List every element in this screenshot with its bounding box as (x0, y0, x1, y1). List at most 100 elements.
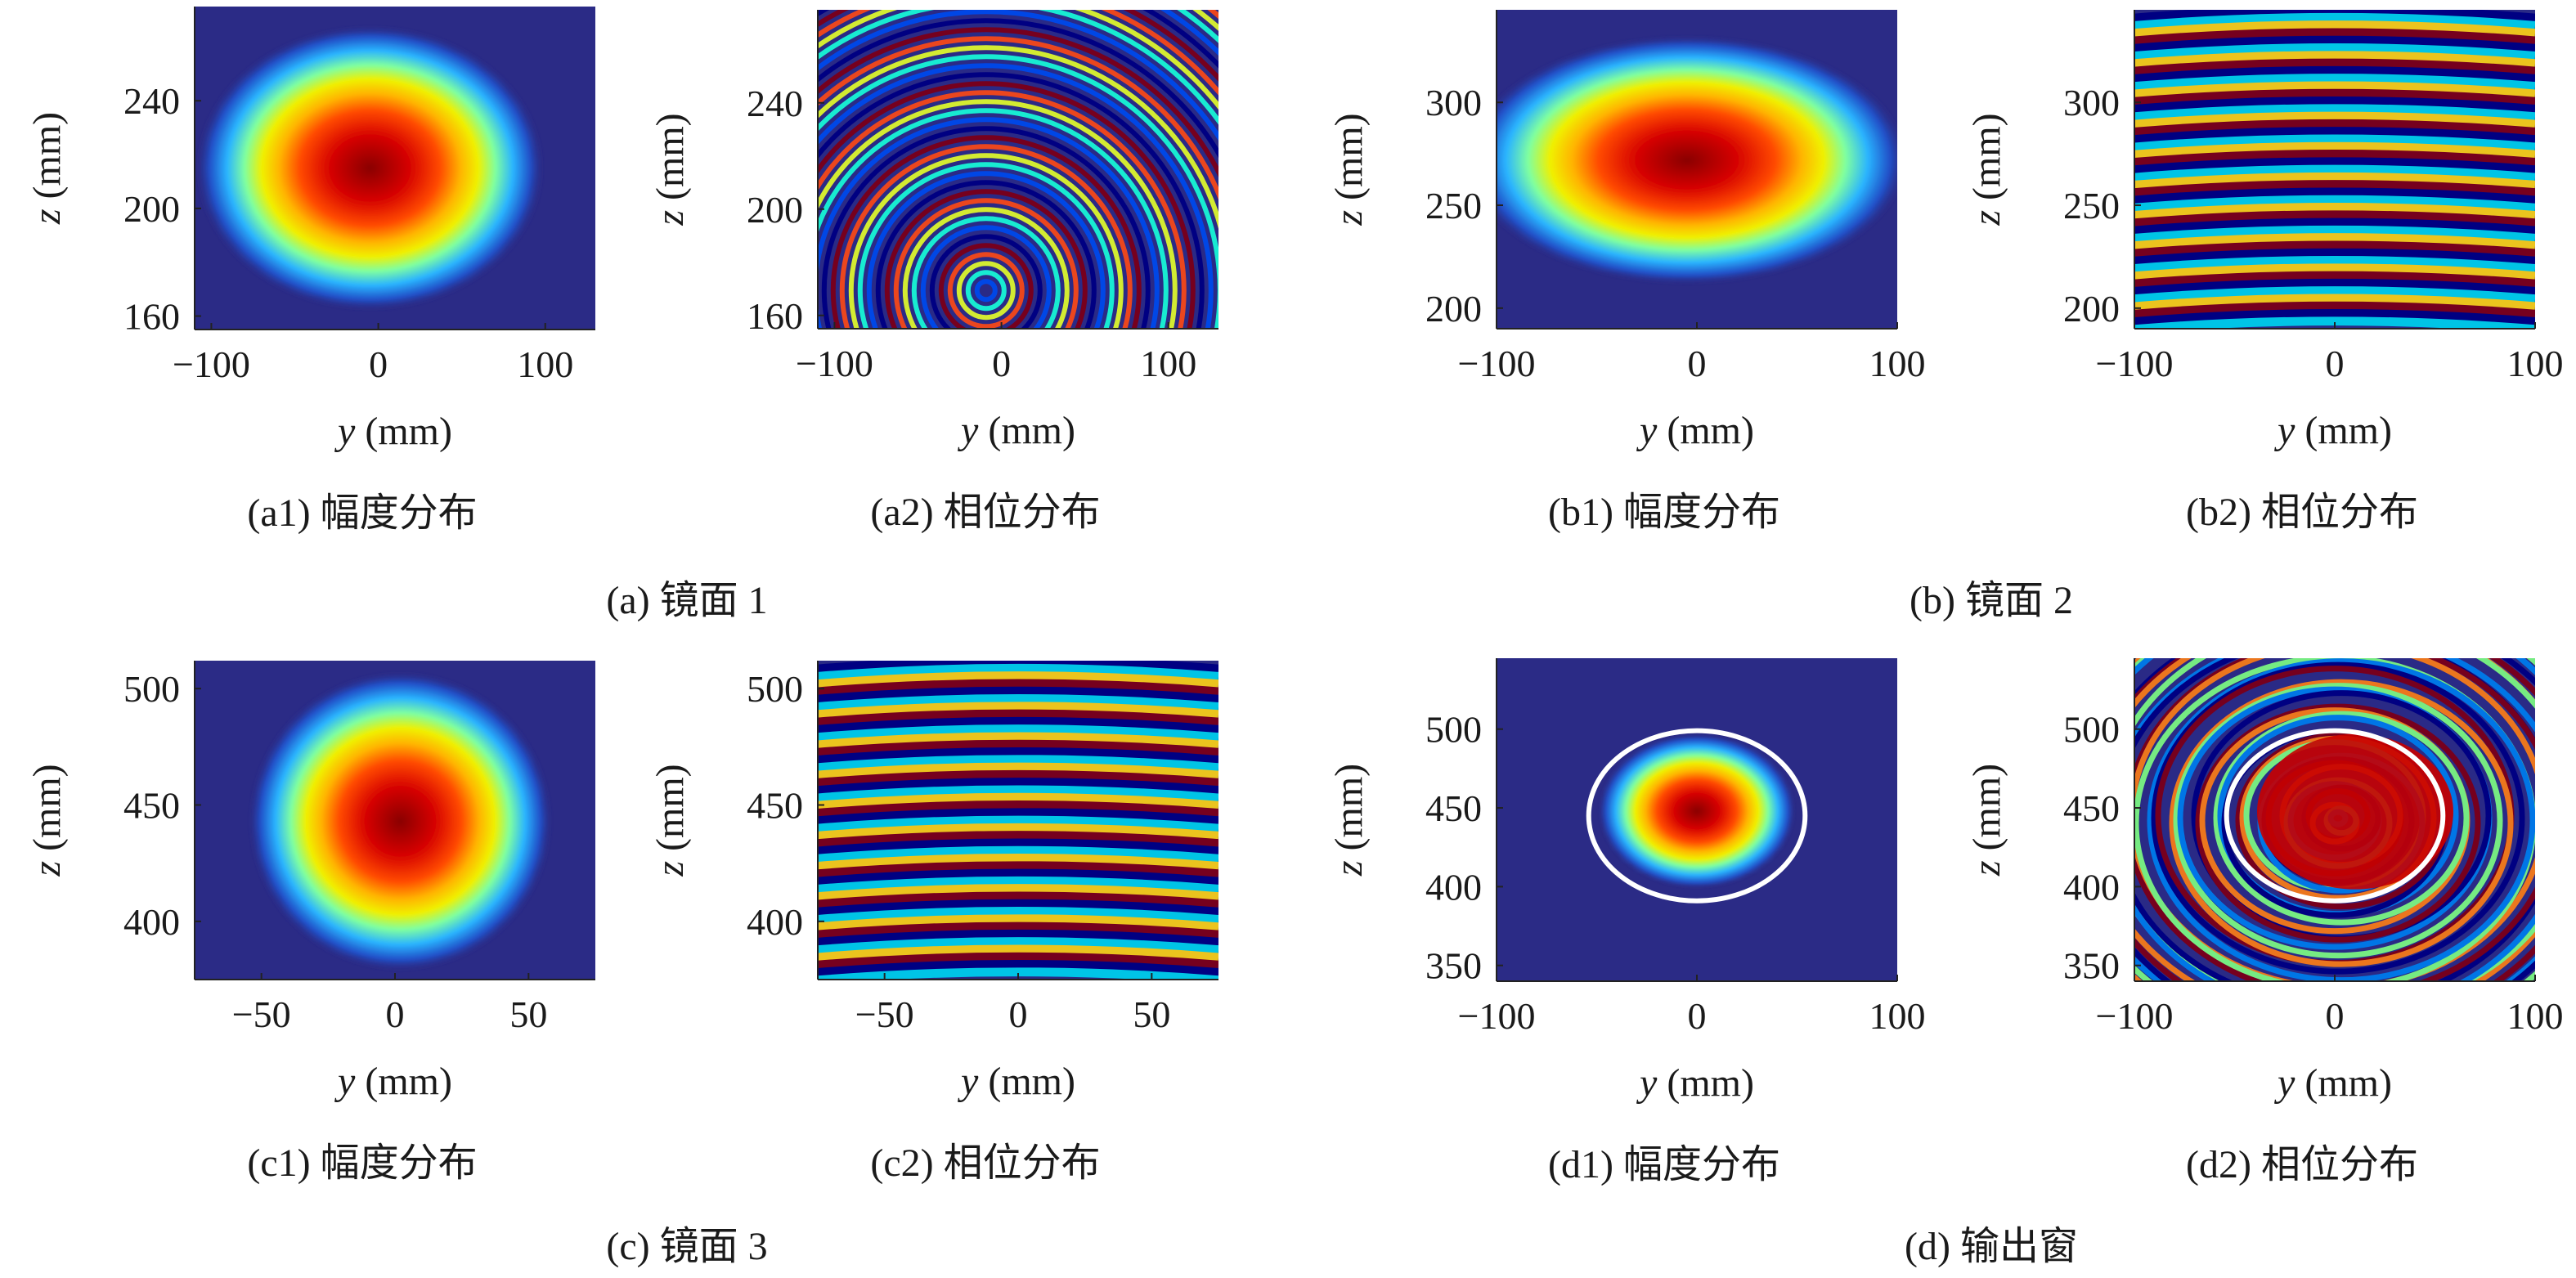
y-tick-label: 500 (2063, 709, 2120, 751)
phase-fringe (920, 225, 1052, 329)
phase-fringe (818, 63, 1214, 329)
subfigure-caption: (c1) 幅度分布 (247, 1141, 477, 1185)
phase-fringe (818, 108, 1169, 329)
y-axis-label: z (mm) (648, 113, 692, 226)
phase-fringe (818, 747, 1218, 765)
phase-fringe (818, 27, 1218, 178)
phase-fringe (2134, 195, 2535, 213)
phase-fringe (818, 800, 1218, 818)
phase-fringe (911, 216, 1061, 329)
phase-fringe (2134, 217, 2535, 235)
subfigure-caption: (b1) 幅度分布 (1548, 491, 1780, 534)
phase-fringe (818, 661, 1218, 674)
panel-b1: −100 0 100 200 250 300 y (mm) z (mm) (b1) 幅度分布 (1327, 10, 1926, 534)
phase-fringe (2151, 661, 2525, 975)
x-tick-label: −100 (796, 343, 873, 384)
phase-fringe (2134, 309, 2535, 326)
x-axis-label: y (mm) (2273, 409, 2392, 452)
y-tick-label: 240 (123, 80, 180, 122)
panel-c1: −50 0 50 400 450 500 y (mm) z (mm) (c1) 幅度分布 (25, 661, 595, 1185)
y-tick-label: 350 (1425, 945, 1482, 987)
y-tick-label: 500 (123, 668, 180, 710)
y-tick-label: 500 (1425, 709, 1482, 751)
phase-fringe (2134, 256, 2535, 273)
y-tick-label: 200 (1425, 288, 1482, 330)
y-axis-label: z (mm) (648, 764, 692, 877)
phase-fringe (818, 663, 1218, 681)
phase-fringe (818, 785, 1218, 803)
phase-fringe (2134, 127, 2535, 144)
x-tick-label: −100 (2096, 343, 2174, 384)
y-tick-label: 450 (1425, 787, 1482, 829)
y-tick-label: 200 (747, 189, 803, 231)
y-tick-label: 300 (2063, 82, 2120, 123)
x-tick-label: 50 (509, 993, 547, 1035)
phase-fringe (2134, 96, 2535, 114)
phase-fringe (818, 709, 1218, 727)
phase-fringe (848, 153, 1124, 329)
phase-fringe (818, 90, 1187, 329)
x-tick-label: 0 (2326, 995, 2345, 1037)
phase-fringe (818, 54, 1218, 329)
phase-fringe (818, 967, 1218, 980)
x-axis-label: y (mm) (957, 1060, 1075, 1103)
phase-fringe (2173, 683, 2503, 959)
phase-fringe (818, 861, 1218, 879)
phase-fringe (2134, 225, 2535, 243)
phase-fringe (818, 724, 1218, 742)
group-caption: (d) 输出窗 (1905, 1225, 2078, 1268)
y-tick-label: 160 (747, 295, 803, 337)
phase-fringe (2134, 248, 2535, 266)
phase-fringe (929, 234, 1043, 329)
phase-fringe (818, 838, 1218, 856)
phase-fringe (2134, 150, 2535, 167)
phase-fringe (818, 762, 1218, 780)
phase-fringe (2134, 74, 2535, 91)
phase-fringe (2134, 278, 2535, 296)
phase-fringe (857, 162, 1115, 329)
phase-fringe (956, 261, 1016, 321)
x-tick-label: 0 (1688, 995, 1707, 1037)
phase-fringe (818, 944, 1218, 962)
beam-spot (195, 25, 545, 312)
beam-spot (248, 670, 553, 972)
phase-fringe (830, 135, 1142, 329)
phase-fringe (2134, 51, 2535, 69)
phase-fringe (2134, 316, 2535, 329)
subfigure-caption: (d2) 相位分布 (2186, 1143, 2418, 1186)
phase-fringe (2134, 35, 2535, 53)
phase-fringe (818, 891, 1218, 909)
plot-area-a1 (195, 7, 595, 330)
y-tick-label: 250 (1425, 185, 1482, 226)
y-tick-label: 450 (2063, 787, 2120, 829)
subfigure-caption: (a1) 幅度分布 (247, 491, 477, 535)
group-caption: (b) 镜面 2 (1910, 579, 2073, 622)
x-tick-label: −100 (1458, 343, 1536, 384)
y-tick-label: 400 (1425, 866, 1482, 908)
y-axis-label: z (mm) (25, 764, 69, 877)
phase-fringe (818, 831, 1218, 848)
phase-fringe (2134, 157, 2535, 175)
phase-fringe (818, 99, 1178, 329)
phase-fringe (818, 868, 1218, 886)
y-tick-label: 400 (747, 901, 803, 943)
x-tick-label: −50 (232, 993, 291, 1035)
y-tick-label: 450 (123, 784, 180, 826)
phase-fringe (818, 72, 1205, 329)
beam-spot (1497, 34, 1897, 285)
phase-fringe (818, 854, 1218, 871)
panel-b2: −100 0 100 200 250 300 y (mm) z (mm) (b2) 相位分布 (1965, 10, 2564, 534)
phase-fringe (818, 815, 1218, 833)
panel-d2: −100 0 100 350 400 450 500 y (mm) z (mm) (d2) 相位分… (1965, 658, 2564, 1186)
phase-fringe (818, 739, 1218, 757)
phase-fringe (2134, 141, 2535, 159)
phase-fringe (2134, 203, 2535, 220)
panel-d1: −100 0 100 350 400 450 500 y (mm) z (mm) (d1) 幅度分… (1327, 658, 1926, 1186)
subfigure-caption: (a2) 相位分布 (870, 491, 1100, 534)
phase-fringe (2195, 703, 2481, 943)
plot-area-d1 (1497, 658, 1897, 981)
x-tick-label: −50 (855, 993, 914, 1035)
y-tick-label: 400 (123, 901, 180, 943)
y-axis-label: z (mm) (1965, 764, 2008, 877)
x-tick-label: 0 (1009, 993, 1028, 1035)
